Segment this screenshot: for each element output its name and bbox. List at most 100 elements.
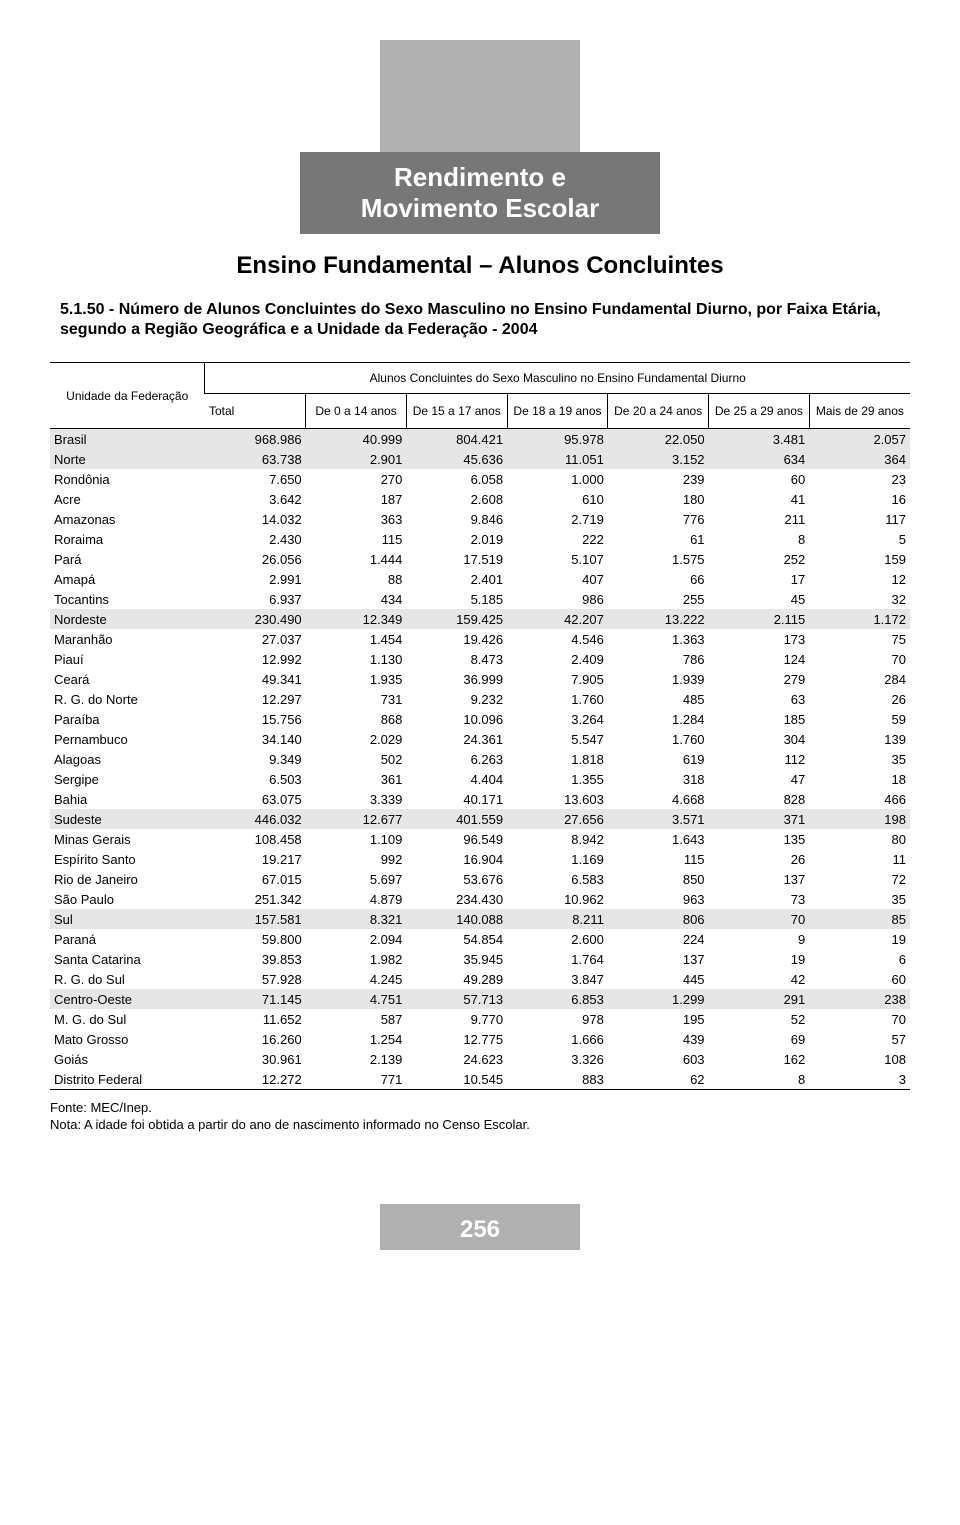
cell-value: 12.349 <box>306 609 407 629</box>
cell-value: 35 <box>809 749 910 769</box>
cell-value: 12.297 <box>205 689 306 709</box>
row-label: Rio de Janeiro <box>50 869 205 889</box>
cell-value: 159.425 <box>406 609 507 629</box>
cell-value: 49.289 <box>406 969 507 989</box>
cell-value: 53.676 <box>406 869 507 889</box>
row-label: R. G. do Sul <box>50 969 205 989</box>
data-table: Unidade da Federação Alunos Concluintes … <box>50 362 910 1090</box>
cell-value: 1.575 <box>608 549 709 569</box>
cell-value: 95.978 <box>507 429 608 450</box>
cell-value: 6.263 <box>406 749 507 769</box>
cell-value: 318 <box>608 769 709 789</box>
cell-value: 70 <box>809 1009 910 1029</box>
cell-value: 2.401 <box>406 569 507 589</box>
cell-value: 6.503 <box>205 769 306 789</box>
cell-value: 5.107 <box>507 549 608 569</box>
cell-value: 3.339 <box>306 789 407 809</box>
group-label: Norte <box>50 449 205 469</box>
cell-value: 407 <box>507 569 608 589</box>
cell-value: 187 <box>306 489 407 509</box>
cell-value: 7.650 <box>205 469 306 489</box>
cell-value: 10.962 <box>507 889 608 909</box>
cell-value: 30.961 <box>205 1049 306 1069</box>
cell-value: 24.361 <box>406 729 507 749</box>
cell-value: 10.545 <box>406 1069 507 1090</box>
cell-value: 1.454 <box>306 629 407 649</box>
cell-value: 986 <box>507 589 608 609</box>
row-label: Bahia <box>50 789 205 809</box>
cell-value: 137 <box>608 949 709 969</box>
cell-value: 27.656 <box>507 809 608 829</box>
cell-value: 804.421 <box>406 429 507 450</box>
cell-value: 828 <box>709 789 810 809</box>
cell-value: 115 <box>608 849 709 869</box>
cell-value: 115 <box>306 529 407 549</box>
cell-value: 112 <box>709 749 810 769</box>
cell-value: 2.115 <box>709 609 810 629</box>
table-head: Unidade da Federação Alunos Concluintes … <box>50 363 910 429</box>
cell-value: 60 <box>709 469 810 489</box>
cell-value: 968.986 <box>205 429 306 450</box>
cell-value: 1.130 <box>306 649 407 669</box>
cell-value: 10.096 <box>406 709 507 729</box>
cell-value: 35.945 <box>406 949 507 969</box>
table-caption: 5.1.50 - Número de Alunos Concluintes do… <box>60 300 900 340</box>
column-header: Total <box>205 394 306 429</box>
cell-value: 67.015 <box>205 869 306 889</box>
cell-value: 731 <box>306 689 407 709</box>
cell-value: 195 <box>608 1009 709 1029</box>
cell-value: 1.643 <box>608 829 709 849</box>
cell-value: 17.519 <box>406 549 507 569</box>
page-number-box: 256 <box>380 1204 580 1250</box>
cell-value: 57.713 <box>406 989 507 1009</box>
cell-value: 59 <box>809 709 910 729</box>
cell-value: 9.232 <box>406 689 507 709</box>
cell-value: 4.879 <box>306 889 407 909</box>
column-header: De 0 a 14 anos <box>306 394 407 429</box>
row-label: Maranhão <box>50 629 205 649</box>
group-label: Nordeste <box>50 609 205 629</box>
row-label: Tocantins <box>50 589 205 609</box>
document-subtitle: Ensino Fundamental – Alunos Concluintes <box>0 252 960 280</box>
cell-value: 401.559 <box>406 809 507 829</box>
row-label: Sergipe <box>50 769 205 789</box>
cell-value: 36.999 <box>406 669 507 689</box>
cell-value: 69 <box>709 1029 810 1049</box>
cell-value: 5 <box>809 529 910 549</box>
cell-value: 1.760 <box>608 729 709 749</box>
cell-value: 73 <box>709 889 810 909</box>
cell-value: 2.139 <box>306 1049 407 1069</box>
cell-value: 11.051 <box>507 449 608 469</box>
cell-value: 222 <box>507 529 608 549</box>
footnote-note: Nota: A idade foi obtida a partir do ano… <box>50 1117 910 1134</box>
cell-value: 45.636 <box>406 449 507 469</box>
cell-value: 806 <box>608 909 709 929</box>
cell-value: 446.032 <box>205 809 306 829</box>
cell-value: 59.800 <box>205 929 306 949</box>
cell-value: 12.775 <box>406 1029 507 1049</box>
cell-value: 88 <box>306 569 407 589</box>
cell-value: 19 <box>809 929 910 949</box>
cell-value: 4.751 <box>306 989 407 1009</box>
cell-value: 8.321 <box>306 909 407 929</box>
cell-value: 2.029 <box>306 729 407 749</box>
cell-value: 9.846 <box>406 509 507 529</box>
cell-value: 963 <box>608 889 709 909</box>
cell-value: 57 <box>809 1029 910 1049</box>
cell-value: 35 <box>809 889 910 909</box>
cell-value: 8 <box>709 1069 810 1090</box>
row-label: Ceará <box>50 669 205 689</box>
cell-value: 40.999 <box>306 429 407 450</box>
cell-value: 1.760 <box>507 689 608 709</box>
section-title-line2: Movimento Escolar <box>361 193 599 223</box>
cell-value: 61 <box>608 529 709 549</box>
row-label: R. G. do Norte <box>50 689 205 709</box>
cell-value: 251.342 <box>205 889 306 909</box>
cell-value: 4.245 <box>306 969 407 989</box>
cell-value: 2.057 <box>809 429 910 450</box>
cell-value: 66 <box>608 569 709 589</box>
cell-value: 1.764 <box>507 949 608 969</box>
cell-value: 117 <box>809 509 910 529</box>
cell-value: 19 <box>709 949 810 969</box>
row-label: Acre <box>50 489 205 509</box>
